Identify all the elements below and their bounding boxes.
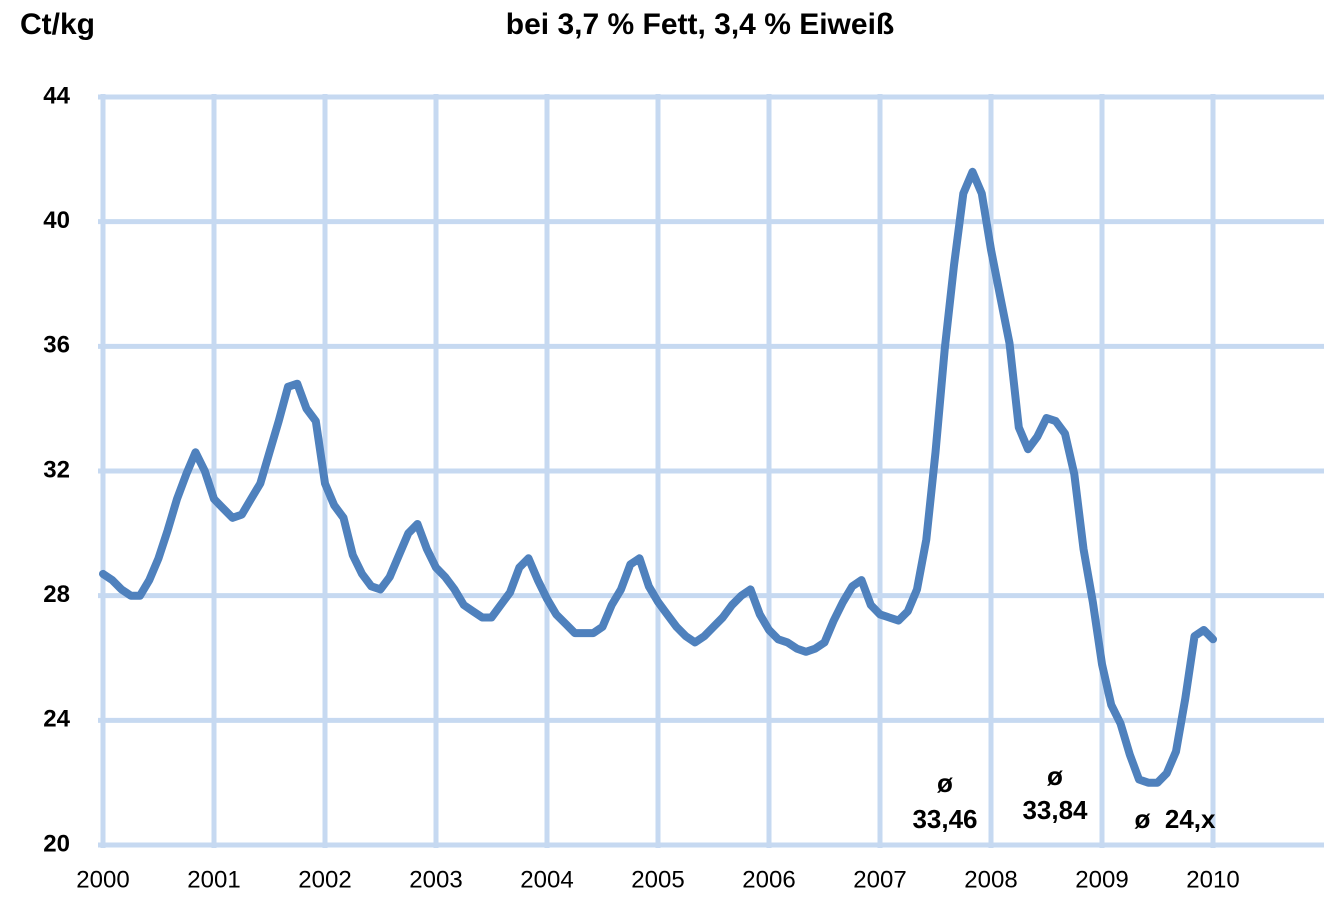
x-tick-label: 2003 <box>409 866 462 893</box>
y-tick-label: 20 <box>43 830 70 857</box>
y-tick-label: 44 <box>43 82 70 109</box>
y-tick-label: 24 <box>43 706 70 733</box>
annotation: 33,46 <box>912 804 977 834</box>
data-line <box>99 167 1217 787</box>
annotation: ø <box>937 768 953 798</box>
y-tick-label: 36 <box>43 332 70 359</box>
x-tick-label: 2008 <box>964 866 1017 893</box>
x-tick-label: 2010 <box>1186 866 1239 893</box>
x-tick-label: 2005 <box>631 866 684 893</box>
x-tick-label: 2000 <box>76 866 129 893</box>
y-tick-label: 40 <box>43 207 70 234</box>
y-axis-label: Ct/kg <box>20 8 95 41</box>
x-tick-label: 2006 <box>742 866 795 893</box>
x-tick-label: 2001 <box>187 866 240 893</box>
x-tick-label: 2009 <box>1075 866 1128 893</box>
annotation: ø <box>1047 761 1063 791</box>
x-tick-label: 2004 <box>520 866 573 893</box>
chart-title: bei 3,7 % Fett, 3,4 % Eiweiß <box>506 8 894 41</box>
y-tick-label: 28 <box>43 581 70 608</box>
annotation: 33,84 <box>1022 795 1088 825</box>
x-tick-label: 2002 <box>298 866 351 893</box>
x-tick-label: 2007 <box>853 866 906 893</box>
y-tick-label: 32 <box>43 456 70 483</box>
annotation: ø 24,x <box>1135 804 1216 834</box>
